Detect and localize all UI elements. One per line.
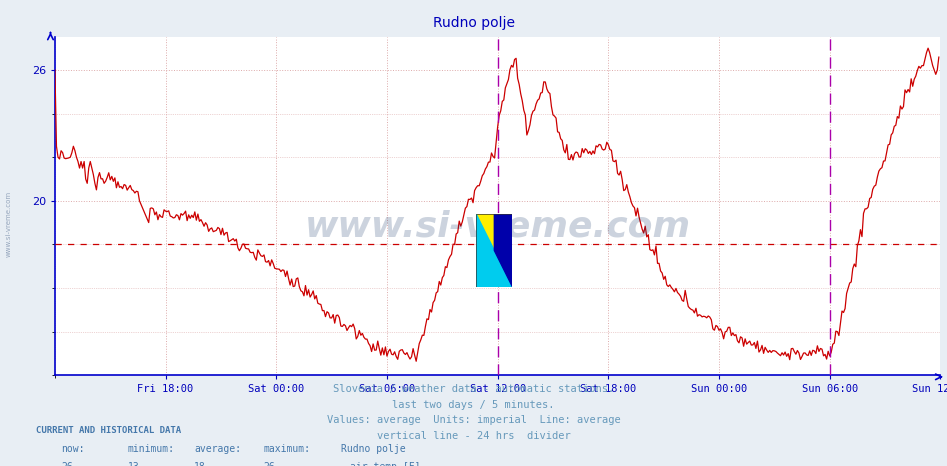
Text: now:: now: [62,444,85,454]
Polygon shape [476,214,512,287]
Text: 18: 18 [194,462,205,466]
Text: 26: 26 [263,462,275,466]
Text: average:: average: [194,444,241,454]
Text: last two days / 5 minutes.: last two days / 5 minutes. [392,400,555,410]
Text: air temp.[F]: air temp.[F] [350,462,420,466]
Polygon shape [476,214,512,287]
Text: minimum:: minimum: [128,444,175,454]
Polygon shape [494,214,512,287]
Text: vertical line - 24 hrs  divider: vertical line - 24 hrs divider [377,431,570,440]
Text: 26: 26 [62,462,73,466]
Text: www.si-vreme.com: www.si-vreme.com [6,191,11,257]
Text: maximum:: maximum: [263,444,311,454]
Text: 13: 13 [128,462,139,466]
Text: Values: average  Units: imperial  Line: average: Values: average Units: imperial Line: av… [327,415,620,425]
Text: Rudno polje: Rudno polje [433,16,514,30]
Text: CURRENT AND HISTORICAL DATA: CURRENT AND HISTORICAL DATA [36,426,181,435]
Text: Slovenia / weather data - automatic stations.: Slovenia / weather data - automatic stat… [333,384,614,394]
Text: Rudno polje: Rudno polje [341,444,405,454]
Text: www.si-vreme.com: www.si-vreme.com [305,210,690,243]
